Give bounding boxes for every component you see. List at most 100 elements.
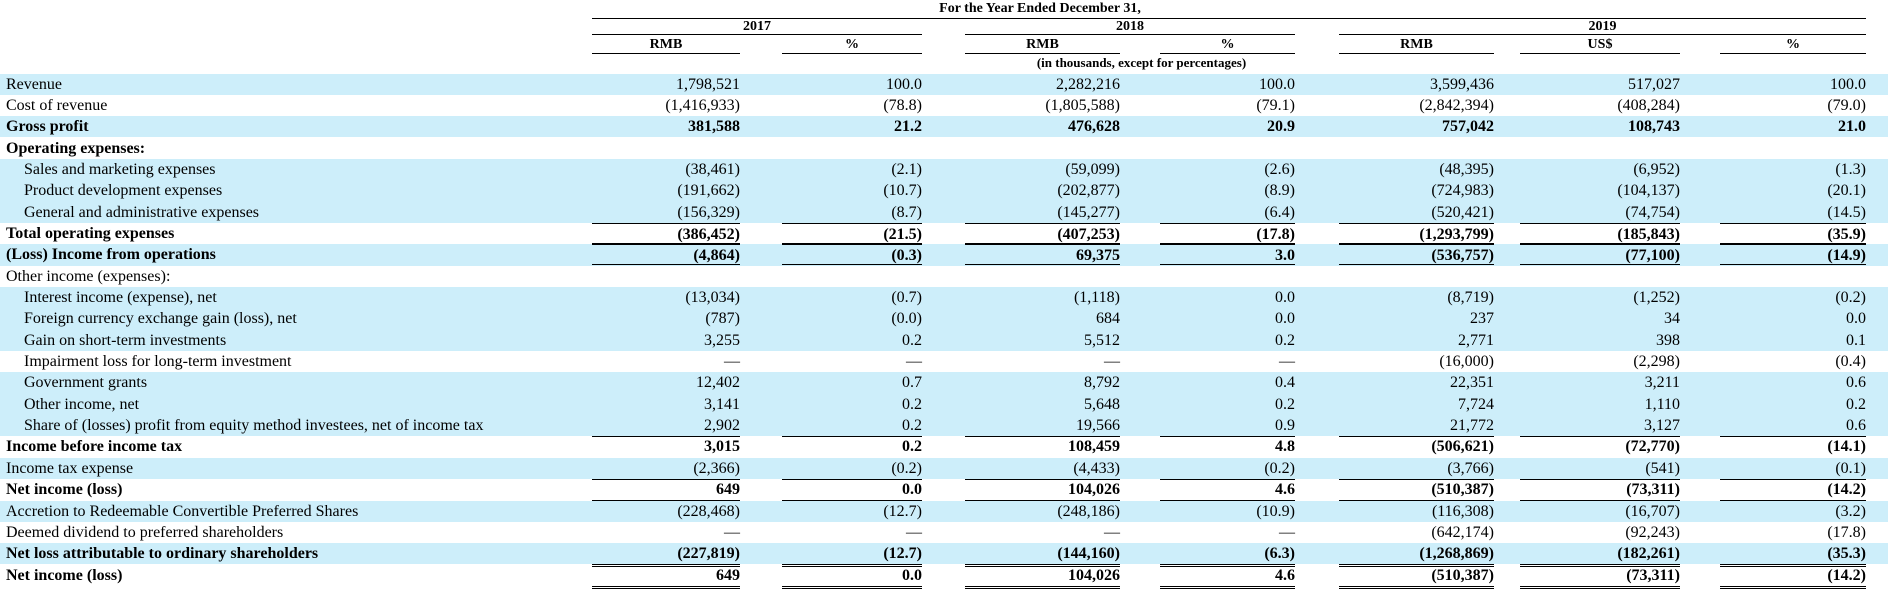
value-cell: (541): [1520, 458, 1680, 480]
value-cell: (1,268,869): [1339, 543, 1494, 568]
value-cell: 3,127: [1520, 415, 1680, 438]
value-cell: (8,719): [1447, 289, 1494, 306]
value-cell: (3.2): [1835, 502, 1866, 520]
value-cell: 3,015: [704, 438, 740, 456]
value-cell: (12.7): [883, 502, 922, 520]
row-label: Other income (expenses):: [6, 267, 171, 285]
value-cell: (3,766): [1339, 458, 1494, 480]
value-cell: 0.2: [902, 331, 922, 349]
value-cell: 0.0: [1275, 289, 1295, 306]
value-cell: 381,588: [688, 118, 740, 136]
value-cell: (16,707): [1625, 502, 1680, 520]
value-cell: 3,141: [704, 395, 740, 413]
value-cell: 69,375: [965, 244, 1120, 266]
value-cell: 0.9: [1160, 415, 1295, 438]
value-cell: (724,983): [1431, 182, 1494, 200]
value-cell: (6,952): [1633, 160, 1680, 178]
value-cell: 237: [1470, 310, 1494, 328]
value-cell: (248,186): [1057, 502, 1120, 520]
table-row: Income before income tax 3,015 0.2 108,459 4…: [0, 436, 1888, 457]
value-cell: (2.1): [891, 160, 922, 178]
row-label: Foreign currency exchange gain (loss), n…: [24, 310, 297, 328]
value-cell: 0.7: [902, 374, 922, 392]
table-row: Deemed dividend to preferred shareholder…: [0, 522, 1888, 544]
col-label-usd-2019: US$: [1587, 37, 1613, 52]
value-cell: (1,805,588): [965, 95, 1120, 117]
value-cell: (510,387): [1339, 479, 1494, 502]
value-cell: 0.4: [1275, 374, 1295, 392]
value-cell: (185,843): [1520, 222, 1680, 244]
value-cell: 4.6: [1160, 479, 1295, 502]
col-label-rule-4: [1160, 53, 1295, 54]
year-2018: 2018: [1116, 19, 1144, 34]
value-cell: (104,137): [1617, 182, 1680, 200]
value-cell: (14.2): [1720, 565, 1866, 589]
value-cell: 7,724: [1458, 395, 1494, 413]
row-label: Total operating expenses: [6, 224, 175, 242]
value-cell: —: [1160, 522, 1295, 544]
value-cell: —: [1279, 353, 1295, 371]
col-label-rule-1: [592, 53, 740, 54]
row-label: Impairment loss for long-term investment: [24, 353, 292, 371]
value-cell: 100.0: [1830, 75, 1866, 93]
table-row: Net loss attributable to ordinary shareh…: [0, 543, 1888, 568]
value-cell: (0.3): [782, 244, 922, 266]
value-cell: (21.5): [782, 222, 922, 244]
col-label-rmb-2017: RMB: [649, 37, 683, 52]
value-cell: 649: [592, 479, 740, 502]
value-cell: (520,421): [1339, 202, 1494, 224]
value-cell: (38,461): [685, 160, 740, 178]
value-cell: (35.3): [1720, 543, 1866, 568]
value-cell: 0.2: [1275, 331, 1295, 349]
value-cell: (386,452): [592, 222, 740, 244]
value-cell: (2,298): [1633, 353, 1680, 371]
value-cell: 476,628: [1068, 118, 1120, 136]
table-row: Net income (loss) 649 0.0 104,026 4.6 (510,38…: [0, 565, 1888, 589]
value-cell: (642,174): [1339, 522, 1494, 544]
period-header: For the Year Ended December 31,: [939, 1, 1141, 16]
value-cell: (0.2): [782, 458, 922, 480]
value-cell: (0.1): [1720, 458, 1866, 480]
row-label: Operating expenses:: [6, 139, 146, 157]
table-row: Impairment loss for long-term investment…: [0, 351, 1888, 372]
table-row: Government grants 12,402 0.7 8,792 0.4 22,351…: [0, 372, 1888, 394]
value-cell: (6.4): [1160, 202, 1295, 224]
value-cell: 21,772: [1339, 415, 1494, 438]
value-cell: 0.2: [1275, 395, 1295, 413]
value-cell: 8,792: [1084, 374, 1120, 392]
value-cell: (0.0): [891, 310, 922, 328]
row-label: Income tax expense: [6, 459, 134, 477]
row-label: General and administrative expenses: [24, 203, 260, 221]
row-label: Accretion to Redeemable Convertible Pref…: [6, 502, 359, 520]
value-cell: (35.9): [1720, 222, 1866, 244]
row-label: Sales and marketing expenses: [24, 160, 216, 178]
row-label: Net income (loss): [6, 481, 123, 499]
value-cell: (48,395): [1439, 160, 1494, 178]
value-cell: (228,468): [677, 502, 740, 520]
year-2017: 2017: [743, 19, 771, 34]
value-cell: —: [782, 522, 922, 544]
row-label: Cost of revenue: [6, 96, 108, 114]
value-cell: (4,864): [592, 244, 740, 266]
value-cell: (59,099): [1065, 160, 1120, 178]
col-label-rule-6: [1520, 53, 1680, 54]
row-label: Net income (loss): [6, 566, 123, 584]
value-cell: (191,662): [677, 182, 740, 200]
value-cell: —: [906, 353, 922, 371]
value-cell: —: [592, 522, 740, 544]
value-cell: (10.9): [1256, 502, 1295, 520]
value-cell: 1,110: [1644, 395, 1680, 413]
value-cell: 0.0: [1275, 310, 1295, 328]
value-cell: (77,100): [1520, 244, 1680, 266]
value-cell: (0.2): [1160, 458, 1295, 480]
row-label: Interest income (expense), net: [24, 289, 217, 306]
value-cell: (2,842,394): [1339, 95, 1494, 117]
value-cell: 649: [592, 565, 740, 589]
value-cell: (408,284): [1520, 95, 1680, 117]
table-row: Foreign currency exchange gain (loss), n…: [0, 308, 1888, 330]
table-row: Sales and marketing expenses (38,461) (2.1…: [0, 158, 1888, 181]
value-cell: (0.7): [891, 289, 922, 306]
value-cell: (202,877): [1057, 182, 1120, 200]
value-cell: (13,034): [685, 289, 740, 306]
table-row: General and administrative expenses (156,…: [0, 201, 1888, 224]
